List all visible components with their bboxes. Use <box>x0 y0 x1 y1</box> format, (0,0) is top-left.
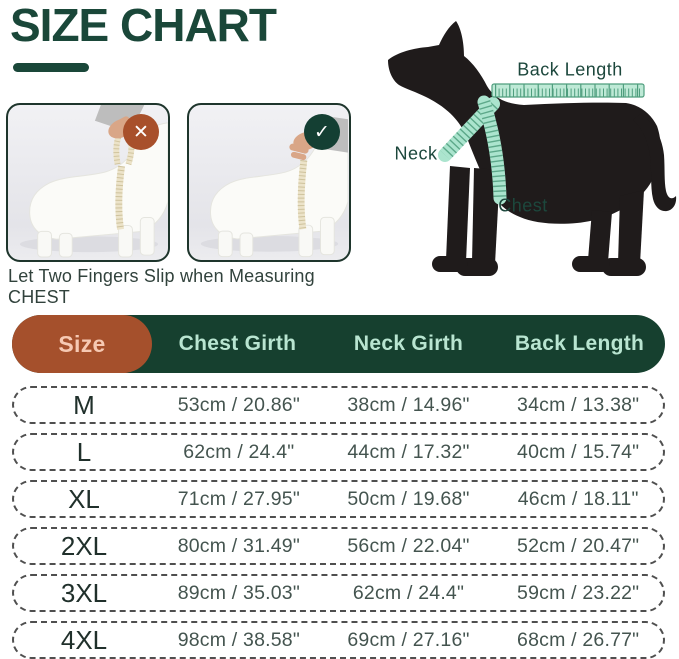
back-length-column-header: Back Length <box>514 332 645 355</box>
size-column-header: Size <box>12 315 152 373</box>
chest-girth-cell: 89cm / 35.03" <box>177 581 300 604</box>
chest-girth-cell: 62cm / 24.4" <box>183 440 295 463</box>
size-cell: 3XL <box>60 577 108 608</box>
chest-girth-cell: 98cm / 38.58" <box>177 628 300 651</box>
neck-girth-column-header: Neck Girth <box>353 332 464 355</box>
check-icon: ✓ <box>304 114 340 150</box>
table-row: M 53cm / 20.86" 38cm / 14.96" 34cm / 13.… <box>12 386 665 424</box>
table-row: 3XL 89cm / 35.03" 62cm / 24.4" 59cm / 23… <box>12 574 665 612</box>
neck-girth-cell: 38cm / 14.96" <box>347 393 470 416</box>
chest-girth-cell: 80cm / 31.49" <box>177 534 300 557</box>
back-length-cell: 59cm / 23.22" <box>517 581 640 604</box>
neck-girth-cell: 69cm / 27.16" <box>347 628 470 651</box>
back-length-cell: 68cm / 26.77" <box>517 628 640 651</box>
back-length-cell: 40cm / 15.74" <box>517 440 640 463</box>
table-row: L 62cm / 24.4" 44cm / 17.32" 40cm / 15.7… <box>12 433 665 471</box>
dog-silhouette <box>388 21 677 276</box>
title-underline <box>13 63 89 72</box>
measuring-caption: Let Two Fingers Slip when Measuring CHES… <box>8 266 315 307</box>
size-table-header: Size Chest Girth Neck Girth Back Length <box>12 315 665 373</box>
x-icon: ✕ <box>123 114 159 150</box>
neck-girth-cell: 56cm / 22.04" <box>347 534 470 557</box>
measuring-photo-correct: ✓ <box>187 103 351 262</box>
measuring-photo-wrong: ✕ <box>6 103 170 262</box>
neck-girth-cell: 50cm / 19.68" <box>347 487 470 510</box>
size-cell: 4XL <box>60 624 108 655</box>
size-cell: M <box>73 389 95 420</box>
chest-girth-column-header: Chest Girth <box>178 332 297 355</box>
neck-girth-cell: 44cm / 17.32" <box>347 440 470 463</box>
back-length-cell: 46cm / 18.11" <box>517 487 639 510</box>
size-cell: XL <box>68 483 100 514</box>
back-length-cell: 52cm / 20.47" <box>517 534 640 557</box>
table-row: XL 71cm / 27.95" 50cm / 19.68" 46cm / 18… <box>12 480 665 518</box>
chest-label: Chest <box>498 195 548 216</box>
back-length-cell: 34cm / 13.38" <box>517 393 640 416</box>
size-cell: 2XL <box>60 530 108 561</box>
chest-girth-cell: 53cm / 20.86" <box>177 393 300 416</box>
dog-measurement-diagram: Back Length Neck Chest <box>372 18 679 296</box>
back-length-label: Back Length <box>517 59 623 80</box>
neck-girth-cell: 62cm / 24.4" <box>352 581 465 604</box>
neck-label: Neck <box>394 143 438 164</box>
table-row: 2XL 80cm / 31.49" 56cm / 22.04" 52cm / 2… <box>12 527 665 565</box>
table-row: 4XL 98cm / 38.58" 69cm / 27.16" 68cm / 2… <box>12 621 665 659</box>
page-title: SIZE CHART <box>10 0 277 51</box>
size-cell: L <box>76 436 92 467</box>
chest-girth-cell: 71cm / 27.95" <box>177 487 300 510</box>
